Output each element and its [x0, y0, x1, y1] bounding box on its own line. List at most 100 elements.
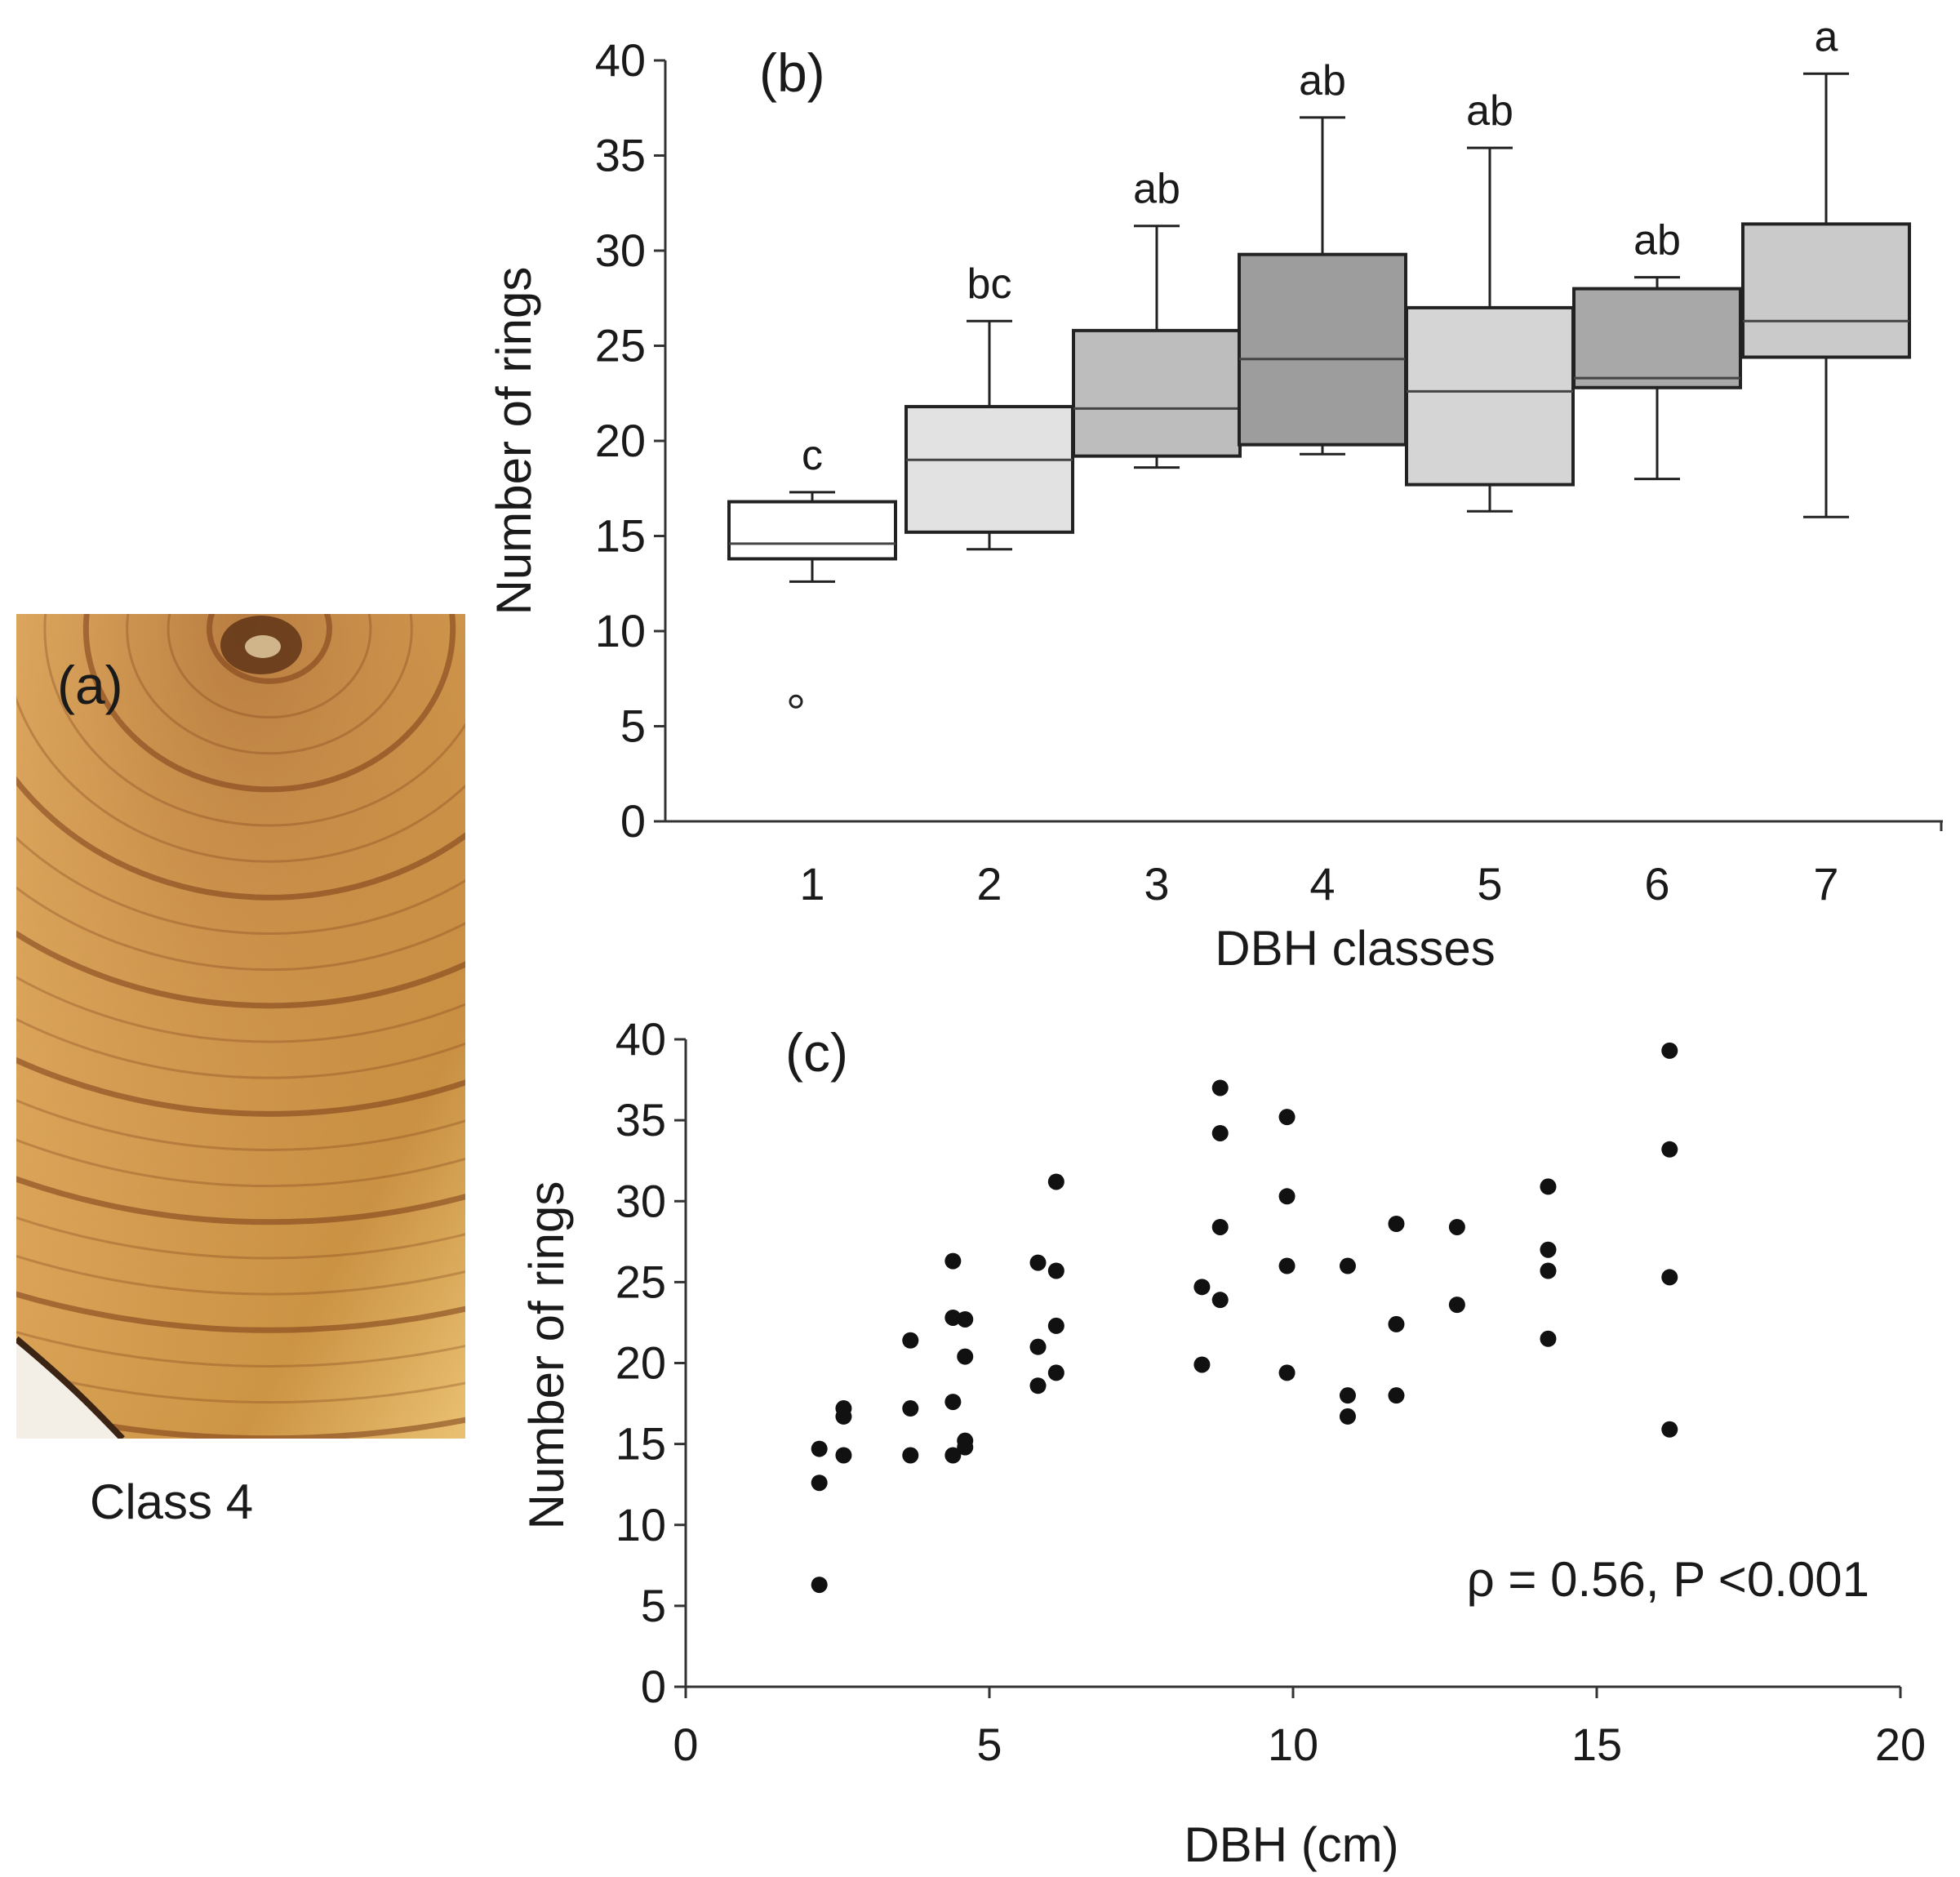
box-class-3: ab: [1072, 166, 1242, 469]
scatter-y-axis-title: Number of rings: [519, 1181, 574, 1530]
scatter-point: [1278, 1109, 1296, 1126]
scatter-x-tick-label: 5: [976, 1719, 1002, 1770]
scatter-point: [1278, 1188, 1296, 1205]
boxplot-x-tick-label: 5: [1477, 858, 1502, 910]
scatter-x-tick-label: 20: [1875, 1719, 1926, 1770]
scatter-point: [957, 1310, 974, 1328]
boxplot-x-tick-label: 4: [1309, 858, 1335, 910]
growth-ring: [167, 614, 372, 719]
scatter-point: [944, 1394, 962, 1411]
growth-ring: [126, 614, 413, 755]
growth-ring: [16, 1254, 465, 1296]
scatter-panel: (c) 0 5 10 15 20 25 30 35 40 0 5 10 15 20 ρ = 0.56, …: [519, 1013, 1926, 1872]
scatter-x-tick-label: 10: [1268, 1719, 1318, 1770]
boxplot-y-tick-label: 25: [595, 320, 646, 371]
scatter-point: [1211, 1079, 1229, 1096]
box-iqr: [1741, 222, 1911, 359]
scatter-point: [1339, 1257, 1356, 1274]
boxplot-y-tick-label: 20: [595, 415, 646, 466]
boxplot-y-tick-label: 15: [595, 510, 646, 562]
significance-letter: ab: [1466, 87, 1513, 135]
scatter-y-tick-label: 5: [641, 1580, 666, 1631]
scatter-point: [944, 1309, 962, 1326]
growth-ring: [16, 1404, 465, 1439]
boxplot-y-tick-label: 40: [595, 34, 646, 86]
box-iqr: [1072, 328, 1242, 458]
scatter-point: [835, 1408, 852, 1425]
scatter-point: [1661, 1269, 1678, 1286]
scatter-point: [902, 1447, 919, 1464]
growth-ring: [16, 1216, 465, 1260]
boxplot-x-tick-label: 1: [799, 858, 824, 910]
boxplot-y-tick-label: 5: [620, 701, 646, 752]
growth-ring: [16, 1330, 465, 1368]
scatter-y-tick-label: 35: [616, 1094, 666, 1145]
growth-ring: [16, 1368, 465, 1403]
growth-ring: [16, 1098, 465, 1151]
scatter-point: [1278, 1364, 1296, 1381]
scatter-point: [1029, 1254, 1047, 1271]
scatter-point: [1448, 1218, 1465, 1235]
scatter-point: [811, 1577, 828, 1594]
scatter-point: [1211, 1218, 1229, 1235]
growth-ring: [207, 614, 332, 684]
box-class-7: a: [1741, 13, 1911, 518]
scatter-point: [1388, 1315, 1405, 1332]
significance-letter: bc: [967, 260, 1012, 308]
boxplot-y-axis-title: Number of rings: [487, 267, 541, 616]
panel-a-label: (a): [57, 655, 123, 715]
wood-cross-section-image: [16, 614, 465, 1439]
scatter-y-tick-label: 0: [641, 1661, 666, 1712]
box-class-4: ab: [1238, 57, 1407, 456]
panel-c-label: (c): [785, 1022, 848, 1083]
scatter-point: [835, 1447, 852, 1464]
significance-letter: ab: [1299, 57, 1346, 105]
boxplot-y-tick-label: 0: [620, 795, 646, 847]
scatter-point: [1661, 1421, 1678, 1438]
growth-ring: [16, 696, 465, 863]
growth-ring: [16, 1056, 465, 1117]
box-iqr: [1238, 252, 1407, 447]
scatter-y-tick-label: 40: [616, 1013, 666, 1065]
box-iqr: [1572, 287, 1742, 389]
boxplot-x-tick-label: 7: [1813, 858, 1838, 910]
growth-ring: [16, 976, 465, 1043]
scatter-y-tick-label: 10: [616, 1499, 666, 1550]
scatter-y-tick-label: 30: [616, 1175, 666, 1226]
scatter-point: [1448, 1297, 1465, 1314]
scatter-point: [1540, 1178, 1557, 1195]
scatter-point: [1029, 1377, 1047, 1394]
scatter-point: [1211, 1292, 1229, 1309]
scatter-point: [1193, 1356, 1211, 1373]
scatter-point: [902, 1400, 919, 1417]
correlation-annotation: ρ = 0.56, P <0.001: [1467, 1552, 1869, 1607]
scatter-point: [1540, 1241, 1557, 1258]
growth-ring: [82, 614, 456, 793]
outlier-point: [789, 694, 803, 709]
boxplot-y-tick-label: 10: [595, 605, 646, 656]
scatter-point: [1029, 1338, 1047, 1355]
significance-letter: ab: [1633, 217, 1681, 265]
scatter-point: [1211, 1124, 1229, 1141]
box-class-5: ab: [1405, 87, 1575, 513]
box-class-6: ab: [1572, 217, 1742, 481]
boxplot-y-tick-label: 35: [595, 130, 646, 181]
growth-ring: [16, 1291, 465, 1333]
growth-ring: [16, 836, 465, 935]
significance-letter: c: [802, 432, 823, 479]
growth-ring: [16, 1017, 465, 1079]
growth-ring: [43, 614, 465, 827]
scatter-point: [811, 1440, 828, 1457]
boxplot-y-tick-label: 30: [595, 225, 646, 276]
boxplot-x-tick-label: 2: [976, 858, 1002, 910]
scatter-point: [1047, 1317, 1064, 1334]
scatter-point: [944, 1252, 962, 1270]
significance-letter: a: [1815, 13, 1838, 60]
scatter-x-axis-title: DBH (cm): [1184, 1817, 1398, 1872]
box-iqr: [1405, 305, 1575, 487]
box-class-1: c: [727, 432, 897, 709]
scatter-point: [1540, 1330, 1557, 1347]
scatter-point: [1339, 1387, 1356, 1404]
scatter-point: [1047, 1364, 1064, 1381]
